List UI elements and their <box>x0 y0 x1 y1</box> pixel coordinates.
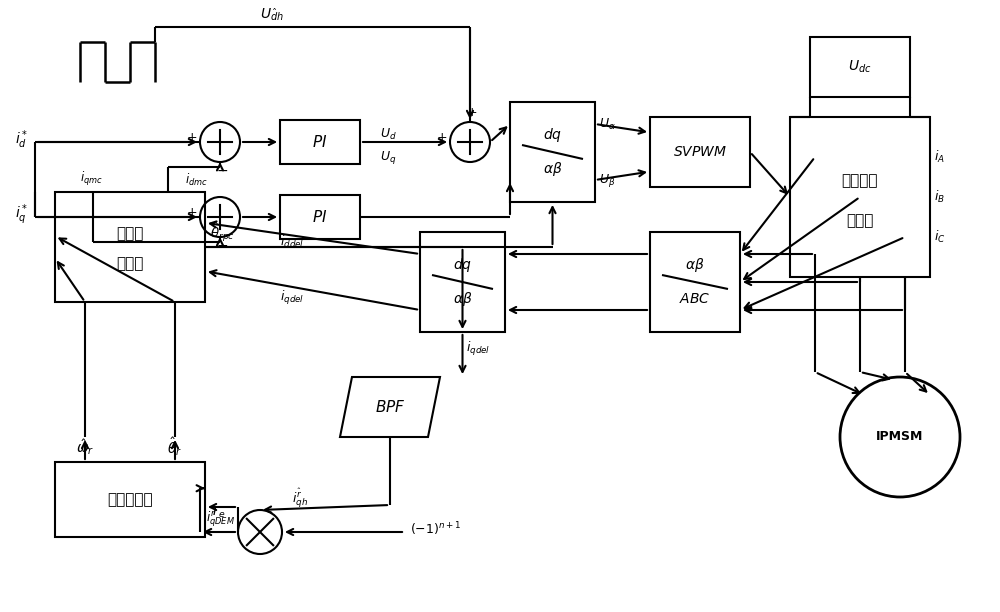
Bar <box>420 232 505 332</box>
Text: +: + <box>436 130 447 143</box>
Text: $\hat{\theta}_{rpc}$: $\hat{\theta}_{rpc}$ <box>210 221 235 244</box>
Bar <box>790 117 930 277</box>
Text: $i_{qdel}$: $i_{qdel}$ <box>466 340 490 358</box>
Text: −: − <box>216 164 228 178</box>
Text: $i_{qh}^{\hat{r}}$: $i_{qh}^{\hat{r}}$ <box>292 487 308 510</box>
Text: 时延补: 时延补 <box>116 226 144 241</box>
Bar <box>280 120 360 164</box>
Text: $U_{\hat{d}h}$: $U_{\hat{d}h}$ <box>260 7 284 23</box>
Text: $\alpha\beta$: $\alpha\beta$ <box>685 256 705 274</box>
Text: $dq$: $dq$ <box>543 126 562 144</box>
Text: $i_{qDEM}^{\hat{r}}$: $i_{qDEM}^{\hat{r}}$ <box>206 506 235 529</box>
Text: $U_\alpha$: $U_\alpha$ <box>599 116 616 132</box>
Text: $BPF$: $BPF$ <box>375 399 405 415</box>
Text: $U_d$: $U_d$ <box>380 127 397 141</box>
Text: $\hat{\theta}_r$: $\hat{\theta}_r$ <box>167 436 183 458</box>
Text: $i_B$: $i_B$ <box>934 189 945 205</box>
Text: $i_{dmc}$: $i_{dmc}$ <box>185 172 208 188</box>
Text: +: + <box>467 106 477 119</box>
Text: $i_A$: $i_A$ <box>934 149 945 165</box>
Text: $SVPWM$: $SVPWM$ <box>673 145 727 159</box>
Bar <box>55 192 205 302</box>
Text: $i_{qdel}$: $i_{qdel}$ <box>280 289 304 307</box>
Text: $\alpha\beta$: $\alpha\beta$ <box>543 160 562 178</box>
Text: $T_e$: $T_e$ <box>210 504 225 520</box>
Bar <box>55 462 205 537</box>
Text: +: + <box>186 206 197 218</box>
Text: $PI$: $PI$ <box>312 209 328 225</box>
Polygon shape <box>340 377 440 437</box>
Text: $(-1)^{n+1}$: $(-1)^{n+1}$ <box>410 520 461 538</box>
Text: $U_{dc}$: $U_{dc}$ <box>848 59 872 75</box>
Text: $i_d^*$: $i_d^*$ <box>15 129 28 151</box>
Text: $dq$: $dq$ <box>453 256 472 274</box>
Text: +: + <box>186 130 197 143</box>
Text: $ABC$: $ABC$ <box>679 292 711 306</box>
Text: $\hat{\omega}_r$: $\hat{\omega}_r$ <box>76 437 94 457</box>
Text: $PI$: $PI$ <box>312 134 328 150</box>
Text: $i_q^*$: $i_q^*$ <box>15 203 28 227</box>
Bar <box>650 117 750 187</box>
Text: 位置观测器: 位置观测器 <box>107 492 153 507</box>
Text: $i_C$: $i_C$ <box>934 229 946 245</box>
Text: 偿算法: 偿算法 <box>116 256 144 271</box>
Text: 逆变器: 逆变器 <box>846 214 874 228</box>
Text: $i_{qmc}$: $i_{qmc}$ <box>80 170 103 188</box>
Bar <box>650 232 740 332</box>
Text: $i_{ddel}$: $i_{ddel}$ <box>280 234 304 250</box>
Text: $\alpha\beta$: $\alpha\beta$ <box>453 290 472 308</box>
Bar <box>810 37 910 97</box>
Text: IPMSM: IPMSM <box>876 430 924 444</box>
Text: $U_q$: $U_q$ <box>380 149 396 165</box>
Text: $U_\beta$: $U_\beta$ <box>599 171 615 188</box>
Bar <box>510 102 595 202</box>
Text: −: − <box>216 239 228 253</box>
Text: 三相全桥: 三相全桥 <box>842 173 878 188</box>
Bar <box>280 195 360 239</box>
